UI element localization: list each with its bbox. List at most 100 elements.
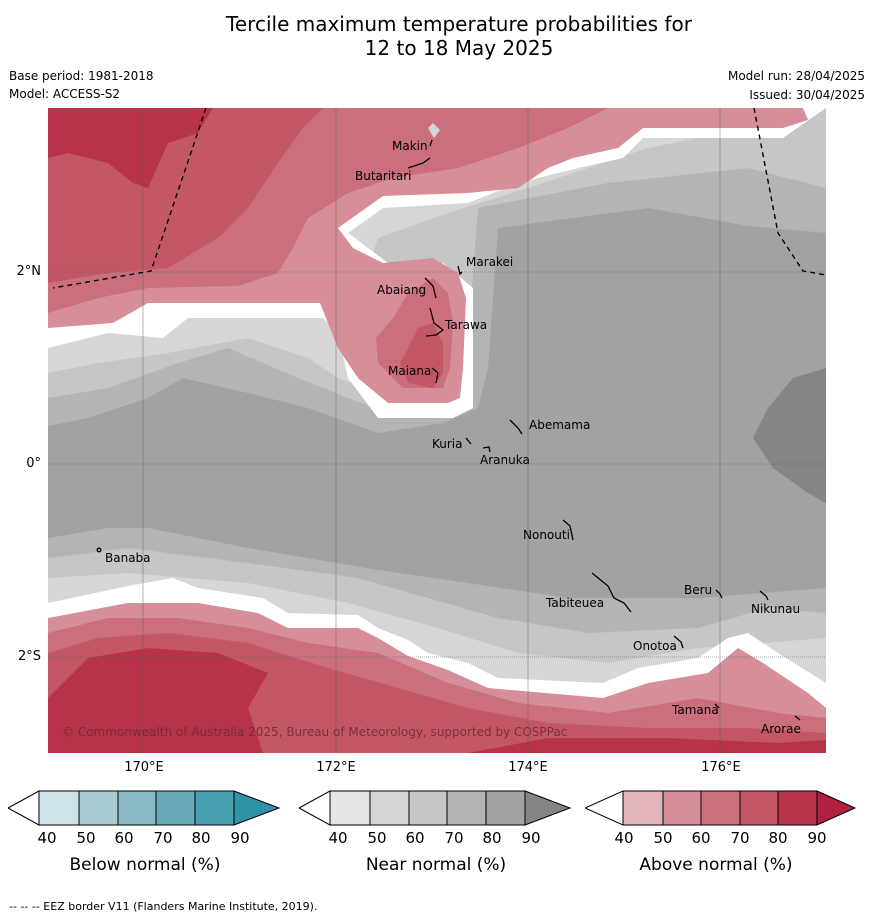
island-outlines bbox=[96, 139, 801, 721]
kuria-island bbox=[465, 437, 472, 445]
cbar-above-title: Above normal (%) bbox=[639, 855, 793, 875]
colorbar-near-normal bbox=[299, 790, 572, 826]
place-aranuka: Aranuka bbox=[480, 453, 530, 467]
cbar-above-70-80 bbox=[739, 790, 779, 826]
lat-label-2s: 2°S bbox=[17, 649, 41, 664]
place-tarawa: Tarawa bbox=[445, 318, 488, 332]
lon-label-176e: 176°E bbox=[701, 760, 741, 775]
tarawa-island bbox=[425, 307, 445, 337]
title-line-2: 12 to 18 May 2025 bbox=[364, 36, 554, 60]
cbar-above-high-arrow bbox=[816, 790, 857, 826]
above-normal-80-90-south-west bbox=[48, 648, 268, 753]
title-line-1: Tercile maximum temperature probabilitie… bbox=[226, 12, 692, 36]
lon-label-170e: 170°E bbox=[124, 760, 164, 775]
cbar-above-40-50 bbox=[622, 790, 664, 826]
lon-label-174e: 174°E bbox=[508, 760, 548, 775]
cbar-below-tick-60: 60 bbox=[114, 829, 134, 847]
tabiteuea-island bbox=[591, 572, 632, 613]
cbar-below-50-60 bbox=[78, 790, 119, 826]
marakei-island bbox=[457, 265, 463, 276]
place-nikunau: Nikunau bbox=[751, 602, 801, 616]
cbar-near-tick-90: 90 bbox=[521, 829, 541, 847]
place-abemama: Abemama bbox=[529, 418, 591, 432]
map-title: Tercile maximum temperature probabilitie… bbox=[0, 12, 873, 60]
small-grey-patch bbox=[428, 123, 440, 138]
above-normal-blob-inner bbox=[400, 323, 443, 388]
place-kuria: Kuria bbox=[432, 437, 463, 451]
cbar-above-tick-80: 80 bbox=[768, 829, 788, 847]
place-onotoa: Onotoa bbox=[633, 639, 677, 653]
cbar-near-high-arrow bbox=[524, 790, 572, 826]
banaba-island bbox=[96, 547, 102, 553]
cbar-below-40-50 bbox=[38, 790, 80, 826]
place-abaiang: Abaiang bbox=[377, 283, 427, 297]
cbar-above-60-70 bbox=[700, 790, 741, 826]
cbar-near-40-50 bbox=[329, 790, 371, 826]
cbar-above-tick-60: 60 bbox=[691, 829, 711, 847]
colorbar-above-normal bbox=[585, 790, 857, 826]
abemama-island bbox=[509, 419, 523, 435]
nonouti-island bbox=[562, 519, 574, 541]
place-beru: Beru bbox=[684, 583, 713, 597]
colorbar-below-normal bbox=[8, 790, 281, 826]
base-period: Base period: 1981-2018 bbox=[9, 69, 154, 83]
butaritari-island bbox=[407, 157, 431, 169]
lat-label-0: 0° bbox=[26, 456, 41, 471]
map-area bbox=[48, 108, 826, 753]
cbar-below-tick-70: 70 bbox=[153, 829, 173, 847]
cbar-above-tick-40: 40 bbox=[614, 829, 634, 847]
cbar-near-80-90 bbox=[485, 790, 526, 826]
beru-island bbox=[715, 589, 723, 599]
eez-legend: -- -- -- EEZ border V11 (Flanders Marine… bbox=[9, 900, 318, 913]
cbar-above-80-90 bbox=[777, 790, 818, 826]
cbar-below-tick-90: 90 bbox=[230, 829, 250, 847]
place-butaritari: Butaritari bbox=[355, 169, 412, 183]
cbar-near-tick-70: 70 bbox=[444, 829, 464, 847]
cbar-near-low-arrow bbox=[299, 790, 331, 826]
issued-date: Issued: 30/04/2025 bbox=[749, 88, 865, 102]
cbar-above-low-arrow bbox=[585, 790, 624, 826]
cbar-below-60-70 bbox=[117, 790, 157, 826]
above-normal-80-90-south-east bbox=[468, 738, 826, 753]
cbar-near-tick-80: 80 bbox=[482, 829, 502, 847]
cbar-below-title: Below normal (%) bbox=[69, 855, 221, 875]
cbar-near-tick-60: 60 bbox=[405, 829, 425, 847]
cbar-above-50-60 bbox=[662, 790, 702, 826]
arorae-island bbox=[794, 715, 801, 721]
makin-island bbox=[429, 139, 433, 147]
above-normal-80-90-north bbox=[48, 108, 213, 188]
place-maiana: Maiana bbox=[388, 364, 432, 378]
cbar-near-title: Near normal (%) bbox=[365, 855, 507, 875]
maiana-island bbox=[431, 367, 439, 384]
cbar-below-high-arrow bbox=[233, 790, 281, 826]
cbar-below-tick-80: 80 bbox=[191, 829, 211, 847]
cbar-near-tick-40: 40 bbox=[328, 829, 348, 847]
aranuka-island bbox=[482, 446, 491, 453]
onotoa-island bbox=[673, 635, 684, 649]
graticule bbox=[48, 108, 826, 753]
cbar-below-low-arrow bbox=[8, 790, 40, 826]
nikunau-island bbox=[759, 590, 769, 601]
cbar-near-50-60 bbox=[369, 790, 410, 826]
abaiang-island bbox=[424, 277, 437, 299]
model-run: Model run: 28/04/2025 bbox=[727, 69, 865, 83]
probability-map bbox=[48, 108, 826, 753]
eez-borders bbox=[52, 108, 826, 289]
place-tamana: Tamana bbox=[672, 703, 719, 717]
tamana-island bbox=[714, 703, 720, 709]
place-marakei: Marakei bbox=[466, 255, 514, 269]
lat-label-2n: 2°N bbox=[16, 264, 42, 279]
cbar-above-tick-90: 90 bbox=[807, 829, 827, 847]
place-makin: Makin bbox=[392, 139, 428, 153]
place-banaba: Banaba bbox=[105, 551, 151, 565]
copyright-notice: © Commonwealth of Australia 2025, Bureau… bbox=[62, 725, 568, 739]
near-normal-90-region bbox=[753, 368, 826, 503]
cbar-above-tick-70: 70 bbox=[730, 829, 750, 847]
place-arorae: Arorae bbox=[761, 722, 801, 736]
cbar-near-60-70 bbox=[408, 790, 448, 826]
cbar-below-70-80 bbox=[155, 790, 196, 826]
place-tabiteuea: Tabiteuea bbox=[546, 596, 605, 610]
eez-border-east bbox=[753, 108, 826, 276]
place-nonouti: Nonouti bbox=[523, 528, 570, 542]
lon-label-172e: 172°E bbox=[316, 760, 356, 775]
